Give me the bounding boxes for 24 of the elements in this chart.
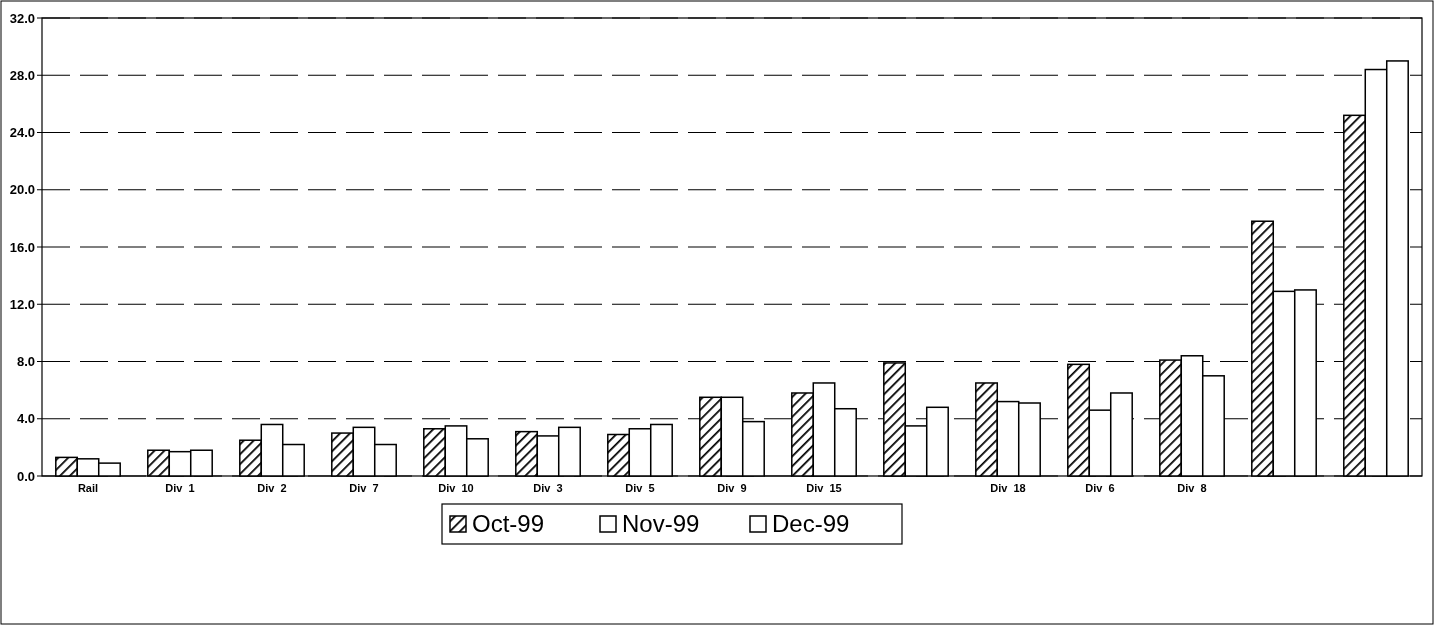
x-tick-label: Div 1 bbox=[165, 482, 195, 494]
y-tick-label: 16.0 bbox=[9, 239, 35, 255]
x-tick-label: Div 5 bbox=[625, 482, 655, 494]
x-tick-label: Rail bbox=[77, 482, 99, 494]
y-tick-label: 8.0 bbox=[16, 354, 35, 370]
x-tick-label: Div 2 bbox=[257, 482, 287, 494]
x-tick-label: Div 6 bbox=[1085, 482, 1115, 494]
y-tick-label: 4.0 bbox=[16, 411, 35, 427]
x-tick-label: Div 10 bbox=[438, 482, 474, 494]
legend-label: Oct-99 bbox=[472, 510, 545, 538]
legend-label: Dec-99 bbox=[772, 510, 850, 538]
x-tick-label: Div 3 bbox=[533, 482, 563, 494]
x-tick-label: Div 8 bbox=[1177, 482, 1207, 494]
legend-label: Nov-99 bbox=[622, 510, 700, 538]
y-tick-label: 12.0 bbox=[9, 296, 35, 312]
x-tick-label: Div 9 bbox=[717, 482, 747, 494]
x-tick-label: Div 18 bbox=[990, 482, 1026, 494]
y-tick-label: 32.0 bbox=[9, 10, 35, 26]
x-tick-label: Div 7 bbox=[349, 482, 379, 494]
y-tick-label: 20.0 bbox=[9, 182, 35, 198]
x-tick-label: Div 15 bbox=[806, 482, 842, 494]
y-tick-label: 24.0 bbox=[9, 125, 35, 141]
y-tick-label: 0.0 bbox=[16, 468, 35, 484]
y-tick-label: 28.0 bbox=[9, 67, 35, 83]
